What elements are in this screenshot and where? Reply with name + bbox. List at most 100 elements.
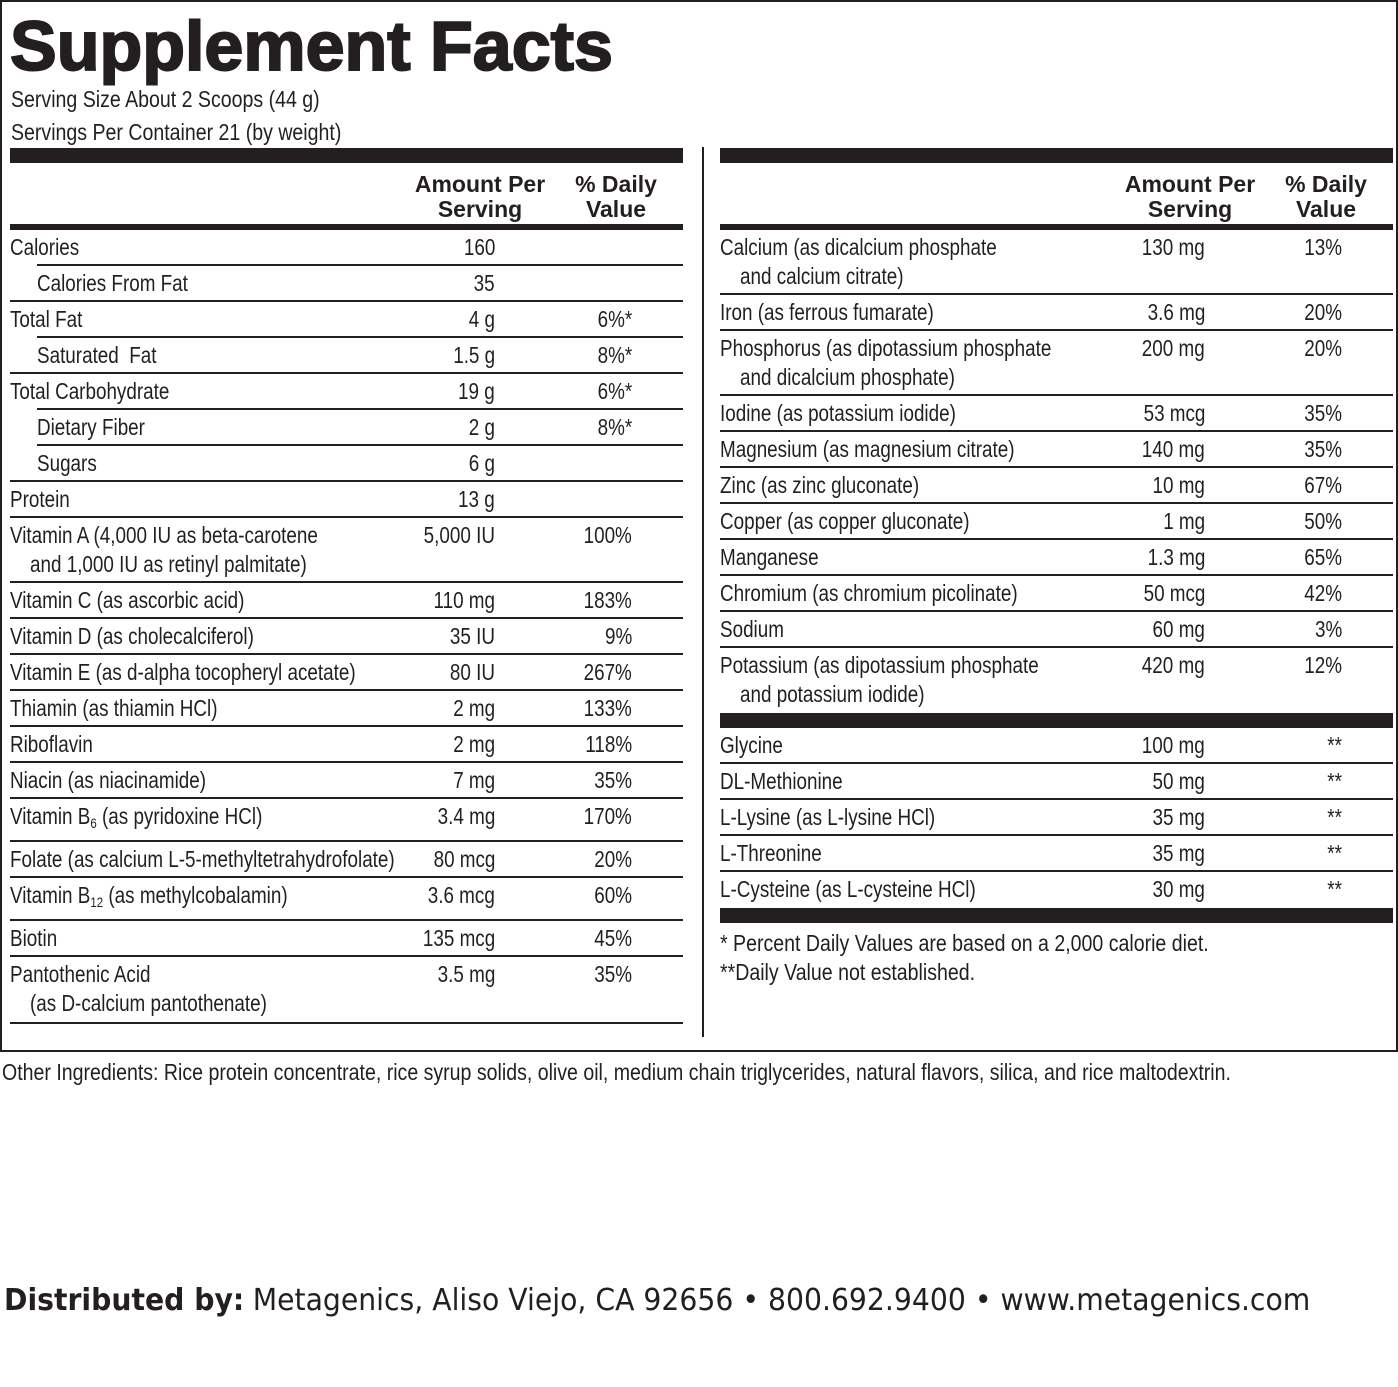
daily-value: 20% (1304, 299, 1342, 325)
name: Total Fat (10, 305, 358, 334)
nutrient-name: Vitamin B12 (as methylcobalamin) (10, 881, 288, 917)
title-wrap: Supplement Facts (9, 6, 614, 86)
nutrient-name: Chromium (as chromium picolinate) (720, 580, 1018, 606)
amount-header-line: Serving (437, 196, 523, 222)
amount-header-line: Serving (1147, 196, 1233, 222)
amount-cell: 50 mcg (1068, 579, 1205, 608)
name-line: Vitamin B6 (as pyridoxine HCl) (10, 802, 358, 838)
name-line: Dietary Fiber (37, 413, 358, 442)
pad (1342, 615, 1393, 644)
daily-value: ** (1327, 732, 1342, 758)
amount: 2 g (468, 414, 495, 440)
dv-cell: 118% (495, 730, 632, 759)
daily-value: 6%* (597, 378, 632, 404)
row-rule (10, 725, 683, 727)
footnotes: * Percent Daily Values are based on a 2,… (720, 923, 1393, 987)
daily-value: 170% (583, 803, 632, 829)
nutrient-name: Vitamin C (as ascorbic acid) (10, 587, 245, 613)
amount: 420 mg (1142, 652, 1205, 678)
dv-cell (495, 449, 632, 478)
name: Calcium (as dicalcium phosphate and calci… (720, 233, 1068, 291)
nutrient-name: Manganese (720, 544, 819, 570)
dv-cell: 35% (1205, 435, 1342, 464)
row: Vitamin E (as d-alpha tocopheryl acetate… (10, 653, 683, 691)
pad (632, 269, 683, 298)
dv-header: % Daily Value (566, 172, 666, 222)
row: Pantothenic Acid (as D-calcium pantothena… (10, 955, 683, 1022)
row-rule (10, 372, 683, 374)
nutrient-name: Dietary Fiber (37, 414, 145, 440)
amount: 50 mcg (1143, 580, 1205, 606)
name: DL-Methionine (720, 767, 1068, 796)
name: Total Carbohydrate (10, 377, 358, 406)
row: Total Carbohydrate 19 g 6%* (10, 372, 683, 410)
amount: 50 mg (1152, 768, 1205, 794)
daily-value: 13% (1304, 234, 1342, 260)
row: Folate (as calcium L-5-methyltetrahydrof… (10, 840, 683, 878)
name-line: and 1,000 IU as retinyl palmitate) (10, 550, 358, 579)
row: Iodine (as potassium iodide) 53 mcg 35% (720, 394, 1393, 432)
dv-header: % Daily Value (1276, 172, 1376, 222)
row: Niacin (as niacinamide) 7 mg 35% (10, 761, 683, 799)
daily-value: 20% (594, 846, 632, 872)
header-bar (720, 224, 1393, 230)
name-line: Iron (as ferrous fumarate) (720, 298, 1068, 327)
row-rule (10, 761, 683, 763)
amount-header: Amount Per Serving (1120, 172, 1260, 222)
row: Calories 160 (10, 230, 683, 266)
row: Manganese 1.3 mg 65% (720, 538, 1393, 576)
name: L-Lysine (as L-lysine HCl) (720, 803, 1068, 832)
dv-cell: 8%* (495, 341, 632, 370)
table-header: Amount Per Serving % Daily Value (720, 163, 1393, 224)
name: Vitamin E (as d-alpha tocopheryl acetate… (10, 658, 358, 687)
pad (1342, 875, 1393, 904)
name: Folate (as calcium L-5-methyltetrahydrof… (10, 845, 395, 874)
daily-value: 20% (1304, 335, 1342, 361)
daily-value: 50% (1304, 508, 1342, 534)
row-rule (37, 408, 683, 410)
amount-cell: 35 mg (1068, 803, 1205, 832)
nutrient-name: and 1,000 IU as retinyl palmitate) (30, 551, 307, 577)
amount: 10 mg (1152, 472, 1205, 498)
dv-cell (495, 485, 632, 514)
nutrient-name: Phosphorus (as dipotassium phosphate (720, 335, 1052, 361)
daily-value: 35% (594, 767, 632, 793)
dv-cell: 13% (1205, 233, 1342, 291)
row: Vitamin A (4,000 IU as beta-carotene and … (10, 516, 683, 583)
pad (1342, 839, 1393, 868)
pad (1342, 233, 1393, 291)
name: Magnesium (as magnesium citrate) (720, 435, 1068, 464)
name-line: DL-Methionine (720, 767, 1068, 796)
name-line: Vitamin E (as d-alpha tocopheryl acetate… (10, 658, 358, 687)
footnote-line: * Percent Daily Values are based on a 2,… (720, 929, 1393, 958)
thick-bar (720, 908, 1393, 923)
amount-cell: 6 g (358, 449, 495, 478)
row-rule (720, 834, 1393, 836)
pad (632, 658, 683, 687)
amount: 19 g (458, 378, 495, 404)
pad (632, 305, 683, 334)
label-border (0, 0, 1398, 1052)
row: Zinc (as zinc gluconate) 10 mg 67% (720, 466, 1393, 504)
row-rule (720, 538, 1393, 540)
distributor: Distributed by: Metagenics, Aliso Viejo, … (4, 1281, 1390, 1321)
daily-value: 45% (594, 925, 632, 951)
amount: 140 mg (1142, 436, 1205, 462)
row: L-Threonine 35 mg ** (720, 834, 1393, 872)
amount: 100 mg (1142, 732, 1205, 758)
nutrient-name: and potassium iodide) (740, 681, 925, 707)
name: Vitamin B12 (as methylcobalamin) (10, 881, 358, 917)
left-table: Amount Per Serving % Daily Value Calories 160… (10, 148, 683, 1024)
daily-value: 35% (1304, 400, 1342, 426)
dv-cell: ** (1205, 839, 1342, 868)
dv-cell: 35% (1205, 399, 1342, 428)
pad (632, 377, 683, 406)
name-line: Calories (10, 233, 358, 262)
table-header: Amount Per Serving % Daily Value (10, 163, 683, 224)
name: Calories (10, 233, 358, 262)
pad (632, 622, 683, 651)
row: Calories From Fat 35 (10, 264, 683, 302)
amount: 53 mcg (1143, 400, 1205, 426)
pad (1342, 399, 1393, 428)
